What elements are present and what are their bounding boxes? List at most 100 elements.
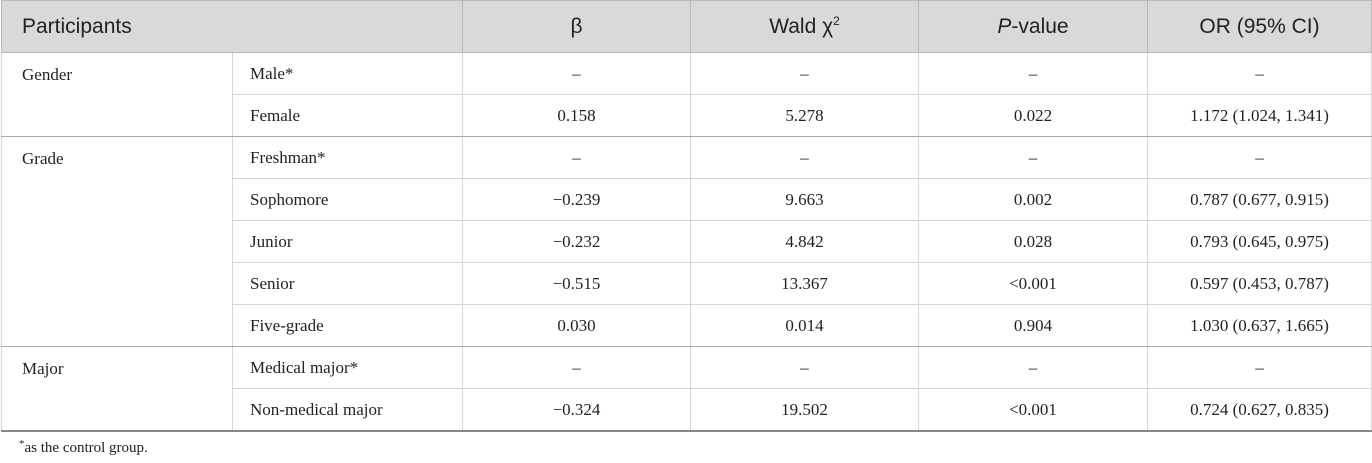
subgroup-cell: Sophomore bbox=[232, 178, 463, 221]
value-cell: −0.239 bbox=[462, 178, 691, 221]
header-text: OR (95% CI) bbox=[1199, 14, 1320, 38]
value-cell: 4.842 bbox=[690, 220, 919, 263]
cell-text: <0.001 bbox=[1009, 399, 1057, 419]
table-row: Gender Male* – – – – bbox=[1, 52, 1372, 137]
value-cell: 0.028 bbox=[918, 220, 1148, 263]
subgroup-label: Junior bbox=[250, 231, 293, 251]
cell-text: 0.787 (0.677, 0.915) bbox=[1190, 189, 1329, 209]
cell-text: 4.842 bbox=[785, 231, 824, 251]
value-cell: 0.597 (0.453, 0.787) bbox=[1147, 262, 1372, 305]
value-cell: – bbox=[918, 136, 1148, 179]
value-cell: <0.001 bbox=[918, 388, 1148, 432]
table-row: Grade Freshman* – – – – bbox=[1, 136, 1372, 347]
cell-text: – bbox=[1028, 63, 1038, 83]
header-italic: P bbox=[997, 14, 1012, 38]
header-text: Participants bbox=[22, 14, 132, 38]
value-cell: 0.787 (0.677, 0.915) bbox=[1147, 178, 1372, 221]
header-cell: Participants bbox=[1, 0, 463, 53]
header-cell: β bbox=[462, 0, 691, 53]
cell-text: −0.232 bbox=[552, 231, 601, 251]
header-text: -value bbox=[1011, 14, 1069, 38]
value-cell: – bbox=[462, 136, 691, 179]
subgroup-label: Five-grade bbox=[250, 315, 324, 335]
subgroup-cell: Junior bbox=[232, 220, 463, 263]
value-cell: 0.793 (0.645, 0.975) bbox=[1147, 220, 1372, 263]
header-cell: OR (95% CI) bbox=[1147, 0, 1372, 53]
value-cell: 0.002 bbox=[918, 178, 1148, 221]
subgroup-label: Sophomore bbox=[250, 189, 329, 209]
cell-text: 0.022 bbox=[1013, 105, 1053, 125]
value-cell: 5.278 bbox=[690, 94, 919, 137]
value-cell: – bbox=[918, 346, 1148, 389]
value-cell: 9.663 bbox=[690, 178, 919, 221]
value-cell: – bbox=[462, 52, 691, 95]
value-cell: 1.172 (1.024, 1.341) bbox=[1147, 94, 1372, 137]
header-text: Wald χ bbox=[769, 14, 834, 38]
cell-text: – bbox=[572, 63, 581, 83]
value-cell: – bbox=[462, 346, 691, 389]
group-cell: Grade bbox=[1, 136, 233, 347]
subgroup-label: Non-medical major bbox=[250, 399, 383, 419]
group-label: Gender bbox=[22, 65, 73, 84]
group-cell: Gender bbox=[1, 52, 233, 137]
table-row: Sophomore −0.239 9.663 0.002 0.787 (0.677, 0… bbox=[2, 178, 1372, 221]
subgroup-cell: Freshman* bbox=[232, 136, 463, 179]
header-row: Participants β Wald χ2 P-value OR (95% C… bbox=[1, 0, 1372, 53]
footnote-mark: * bbox=[19, 438, 25, 450]
header-cell: Wald χ2 bbox=[690, 0, 919, 53]
value-cell: −0.324 bbox=[462, 388, 691, 432]
cell-text: – bbox=[800, 63, 809, 83]
subgroup-cell: Senior bbox=[232, 262, 463, 305]
value-cell: – bbox=[690, 52, 919, 95]
header-superscript: 2 bbox=[833, 13, 840, 28]
header-cell: P-value bbox=[918, 0, 1148, 53]
cell-text: – bbox=[1255, 147, 1264, 167]
subgroup-cell: Medical major* bbox=[232, 346, 463, 389]
value-cell: – bbox=[1147, 346, 1372, 389]
cell-text: 0.014 bbox=[785, 315, 824, 335]
cell-text: – bbox=[1028, 147, 1038, 167]
subgroup-cell: Five-grade bbox=[232, 304, 463, 347]
cell-text: 9.663 bbox=[785, 189, 824, 209]
value-cell: 0.904 bbox=[918, 304, 1148, 347]
cell-text: 13.367 bbox=[781, 273, 828, 293]
value-cell: – bbox=[1147, 136, 1372, 179]
cell-text: −0.239 bbox=[552, 189, 601, 209]
value-cell: −0.232 bbox=[462, 220, 691, 263]
cell-text: 0.002 bbox=[1013, 189, 1053, 209]
cell-text: – bbox=[572, 357, 581, 377]
subgroup-cell: Non-medical major bbox=[232, 388, 463, 432]
value-cell: – bbox=[918, 52, 1148, 95]
value-cell: 0.724 (0.627, 0.835) bbox=[1147, 388, 1372, 432]
cell-text: 5.278 bbox=[785, 105, 824, 125]
cell-text: 0.724 (0.627, 0.835) bbox=[1190, 399, 1329, 419]
cell-text: – bbox=[1028, 357, 1038, 377]
subgroup-label: Male* bbox=[250, 63, 294, 83]
table-row: Senior −0.515 13.367 <0.001 0.597 (0.453, 0.… bbox=[2, 262, 1372, 305]
value-cell: −0.515 bbox=[462, 262, 691, 305]
value-cell: – bbox=[1147, 52, 1372, 95]
cell-text: 0.597 (0.453, 0.787) bbox=[1190, 273, 1329, 293]
cell-text: 0.158 bbox=[557, 105, 596, 125]
header-text: β bbox=[570, 14, 583, 38]
cell-text: – bbox=[800, 147, 809, 167]
value-cell: 0.158 bbox=[462, 94, 691, 137]
subgroup-label: Freshman* bbox=[250, 147, 326, 167]
cell-text: 0.793 (0.645, 0.975) bbox=[1190, 231, 1329, 251]
cell-text: – bbox=[800, 357, 809, 377]
cell-text: 0.028 bbox=[1013, 231, 1053, 251]
value-cell: 19.502 bbox=[690, 388, 919, 432]
value-cell: 0.030 bbox=[462, 304, 691, 347]
cell-text: – bbox=[1255, 357, 1264, 377]
footnote-text: as the control group. bbox=[24, 440, 148, 456]
table-row: Major Medical major* – – – – bbox=[1, 346, 1372, 432]
group-label: Grade bbox=[22, 149, 64, 168]
value-cell: – bbox=[690, 136, 919, 179]
table-row: Non-medical major −0.324 19.502 <0.001 0.724… bbox=[2, 388, 1372, 432]
subgroup-label: Medical major* bbox=[250, 357, 359, 377]
cell-text: – bbox=[1255, 63, 1264, 83]
subgroup-cell: Female bbox=[232, 94, 463, 137]
value-cell: <0.001 bbox=[918, 262, 1148, 305]
group-label: Major bbox=[22, 359, 64, 378]
